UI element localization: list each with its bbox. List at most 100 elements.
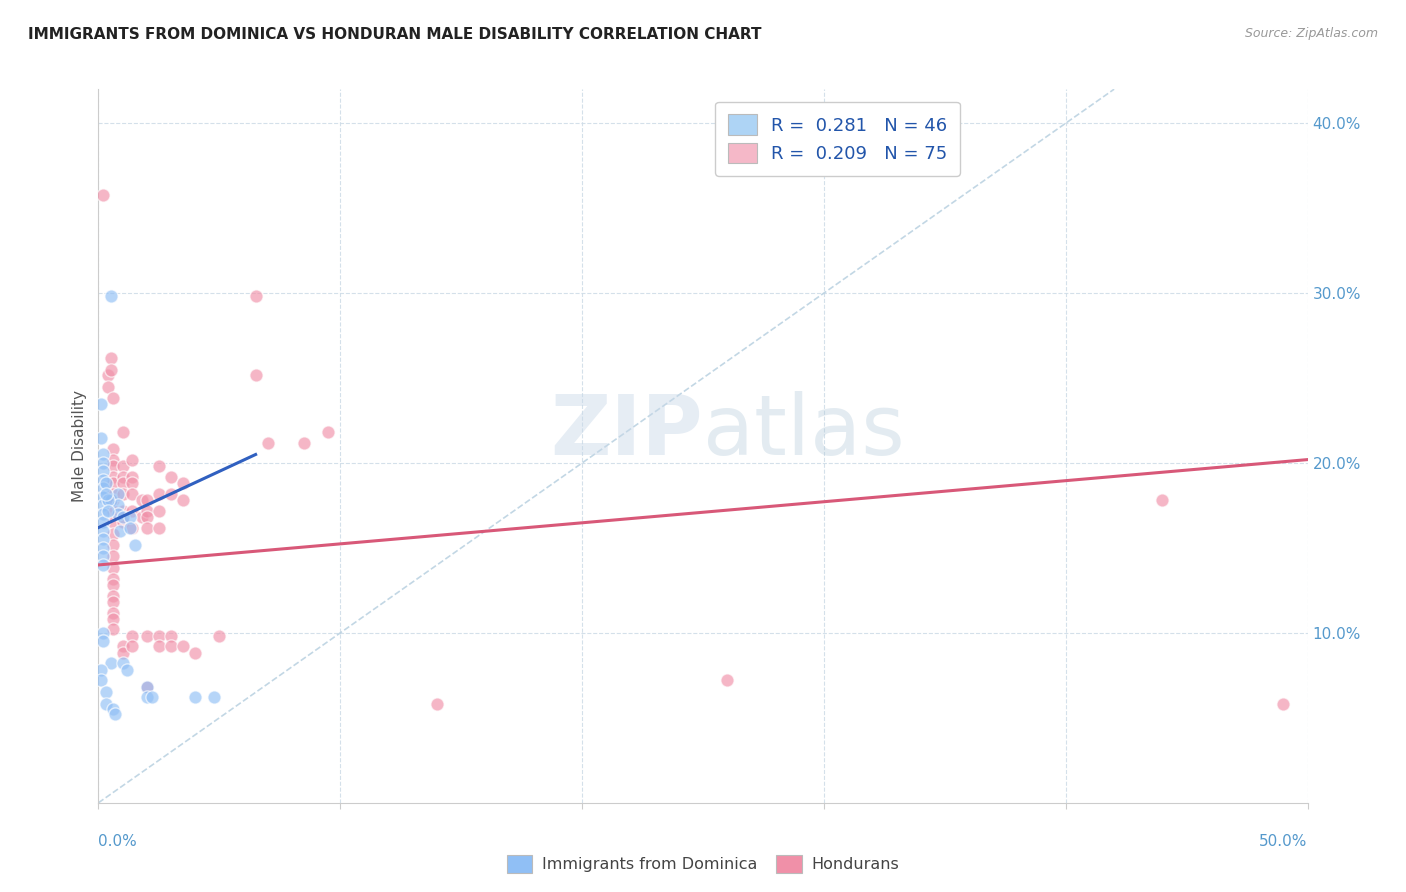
Point: [121, 503, 143, 517]
Point: [160, 469, 183, 483]
Point: [94, 698, 117, 712]
Point: [135, 493, 157, 508]
Point: [256, 435, 278, 450]
Point: [135, 690, 157, 705]
Point: [100, 289, 122, 303]
Point: [121, 520, 143, 534]
Text: ZIP: ZIP: [551, 392, 703, 472]
Point: [94, 685, 117, 699]
Point: [111, 425, 134, 440]
Point: [111, 459, 134, 474]
Point: [101, 516, 124, 530]
Point: [172, 640, 194, 654]
Point: [91, 448, 114, 462]
Point: [107, 499, 129, 513]
Point: [91, 516, 114, 530]
Point: [91, 482, 114, 496]
Point: [90, 396, 112, 410]
Point: [101, 486, 124, 500]
Point: [160, 629, 183, 643]
Point: [111, 503, 134, 517]
Point: [91, 541, 114, 555]
Point: [100, 657, 122, 671]
Point: [100, 362, 122, 376]
Point: [101, 469, 124, 483]
Text: 0.0%: 0.0%: [98, 834, 138, 849]
Point: [107, 507, 129, 521]
Point: [97, 379, 120, 393]
Point: [101, 503, 124, 517]
Point: [245, 289, 267, 303]
Point: [716, 673, 738, 688]
Point: [91, 507, 114, 521]
Point: [111, 646, 134, 660]
Point: [91, 549, 114, 564]
Point: [91, 524, 114, 538]
Point: [118, 510, 141, 524]
Point: [101, 572, 124, 586]
Text: atlas: atlas: [703, 392, 904, 472]
Point: [184, 646, 207, 660]
Point: [101, 392, 124, 406]
Point: [204, 690, 226, 705]
Point: [91, 473, 114, 487]
Point: [101, 459, 124, 474]
Point: [91, 626, 114, 640]
Point: [135, 503, 157, 517]
Point: [1272, 698, 1295, 712]
Legend: Immigrants from Dominica, Hondurans: Immigrants from Dominica, Hondurans: [501, 848, 905, 880]
Point: [111, 657, 134, 671]
Point: [160, 486, 183, 500]
Point: [160, 640, 183, 654]
Text: 50.0%: 50.0%: [1260, 834, 1308, 849]
Point: [131, 493, 153, 508]
Point: [121, 486, 143, 500]
Point: [91, 490, 114, 504]
Point: [101, 589, 124, 603]
Point: [101, 612, 124, 626]
Point: [121, 629, 143, 643]
Point: [101, 527, 124, 541]
Point: [184, 690, 207, 705]
Point: [111, 469, 134, 483]
Text: Source: ZipAtlas.com: Source: ZipAtlas.com: [1244, 27, 1378, 40]
Point: [94, 476, 117, 491]
Point: [108, 524, 131, 538]
Point: [148, 640, 170, 654]
Point: [121, 640, 143, 654]
Point: [148, 629, 170, 643]
Point: [91, 634, 114, 648]
Point: [97, 368, 120, 382]
Point: [208, 629, 231, 643]
Point: [101, 595, 124, 609]
Point: [90, 663, 112, 677]
Point: [91, 558, 114, 572]
Point: [90, 430, 112, 444]
Point: [426, 698, 449, 712]
Point: [91, 465, 114, 479]
Point: [245, 368, 267, 382]
Point: [135, 510, 157, 524]
Point: [148, 503, 170, 517]
Point: [100, 493, 122, 508]
Point: [101, 606, 124, 620]
Point: [101, 561, 124, 575]
Point: [111, 476, 134, 491]
Point: [148, 520, 170, 534]
Point: [172, 476, 194, 491]
Point: [131, 510, 153, 524]
Point: [111, 640, 134, 654]
Point: [121, 469, 143, 483]
Point: [135, 520, 157, 534]
Point: [148, 486, 170, 500]
Point: [91, 533, 114, 547]
Point: [100, 351, 122, 365]
Legend: R =  0.281   N = 46, R =  0.209   N = 75: R = 0.281 N = 46, R = 0.209 N = 75: [716, 102, 960, 176]
Point: [111, 510, 134, 524]
Point: [101, 476, 124, 491]
Point: [121, 476, 143, 491]
Point: [101, 493, 124, 508]
Point: [101, 452, 124, 467]
Point: [135, 629, 157, 643]
Point: [97, 493, 120, 508]
